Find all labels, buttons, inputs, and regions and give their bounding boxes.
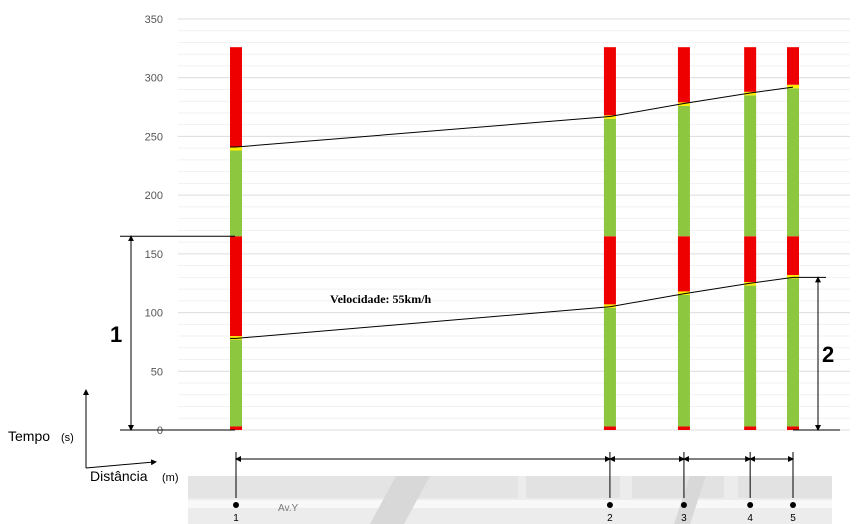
signal-phase-red <box>603 236 616 305</box>
signal-phase-red <box>230 426 242 430</box>
signal-phase-red <box>603 426 616 430</box>
x-axis-arrow <box>85 459 157 469</box>
signal-phase-yellow <box>787 274 799 279</box>
signal-phase-yellow <box>787 84 799 89</box>
signal-phase-red <box>230 236 242 337</box>
map-block <box>188 476 518 498</box>
band-line-1 <box>230 276 794 339</box>
signal-phase-yellow <box>230 146 242 151</box>
intersection-node <box>790 502 796 508</box>
y-axis-label: Tempo <box>8 428 50 444</box>
distance-dimensions <box>235 452 794 498</box>
intersection-node <box>233 502 239 508</box>
y-tick-labels: 0 50 100 150 200 250 300 350 <box>145 14 163 437</box>
signal-phase-red <box>744 426 757 430</box>
signal-phase-green <box>744 95 757 237</box>
signal-phase-red <box>677 47 690 103</box>
map-diagonal-road <box>370 476 430 524</box>
street-road <box>188 500 832 508</box>
street-map: Av.Y <box>188 476 832 524</box>
signal-phase-red <box>230 47 242 147</box>
y-tick-label: 300 <box>145 73 163 85</box>
y-tick-label: 100 <box>145 308 163 320</box>
y-axis-unit: (s) <box>61 432 74 444</box>
signal-bars <box>230 47 799 430</box>
axis-indicator: Tempo (s) Distância (m) <box>8 389 179 484</box>
signal-phase-red <box>677 236 690 292</box>
y-tick-label: 200 <box>145 190 163 202</box>
signal-phase-red <box>603 47 616 116</box>
signal-phase-green <box>787 88 799 237</box>
intersection-number: 1 <box>233 513 239 524</box>
signal-phase-yellow <box>677 291 690 295</box>
signal-phase-yellow <box>603 304 616 308</box>
signal-phase-green <box>230 339 242 427</box>
y-tick-label: 150 <box>145 249 163 261</box>
intersection-number: 4 <box>747 513 753 524</box>
y-tick-label: 0 <box>157 425 163 437</box>
x-axis-unit: (m) <box>162 472 179 484</box>
intersection-node <box>747 502 754 508</box>
signal-phase-green <box>787 278 799 427</box>
dim2-label: 2 <box>822 342 834 367</box>
intersection-number: 2 <box>607 513 613 524</box>
intersection-node <box>606 502 613 508</box>
map-block <box>738 476 832 498</box>
intersection-node <box>680 502 687 508</box>
signal-phase-yellow <box>677 102 690 106</box>
signal-phase-green <box>677 294 690 427</box>
map-diagonal-road <box>674 476 706 524</box>
intersection-number: 5 <box>790 513 796 524</box>
signal-phase-red <box>744 236 757 283</box>
signal-phase-red <box>787 47 799 85</box>
intersection-number: 3 <box>681 513 687 524</box>
dimension-1: 1 <box>110 235 235 431</box>
signal-phase-red <box>787 426 799 430</box>
dim1-label: 1 <box>110 322 122 347</box>
progression-bands <box>230 86 794 339</box>
map-block <box>526 476 620 498</box>
street-name: Av.Y <box>278 503 299 514</box>
y-tick-label: 250 <box>145 131 163 143</box>
signal-phase-green <box>677 105 690 237</box>
signal-phase-yellow <box>603 115 616 119</box>
grid <box>178 18 850 431</box>
speed-label: Velocidade: 55km/h <box>330 292 432 306</box>
signal-phase-yellow <box>744 91 757 96</box>
intersection-nodes: 1 2 3 4 5 <box>233 502 796 524</box>
signal-phase-red <box>744 47 757 92</box>
signal-phase-red <box>787 236 799 275</box>
signal-phase-green <box>603 118 616 237</box>
signal-phase-yellow <box>230 336 242 340</box>
signal-phase-green <box>603 307 616 427</box>
x-axis-label: Distância <box>90 468 148 484</box>
y-tick-label: 350 <box>145 14 163 26</box>
y-tick-label: 50 <box>151 366 163 378</box>
dimension-2: 2 <box>793 276 840 431</box>
signal-phase-yellow <box>744 282 757 286</box>
signal-phase-red <box>677 426 690 430</box>
map-block <box>632 476 724 498</box>
signal-phase-green <box>230 150 242 237</box>
band-line-2 <box>230 86 794 148</box>
signal-phase-green <box>744 285 757 427</box>
